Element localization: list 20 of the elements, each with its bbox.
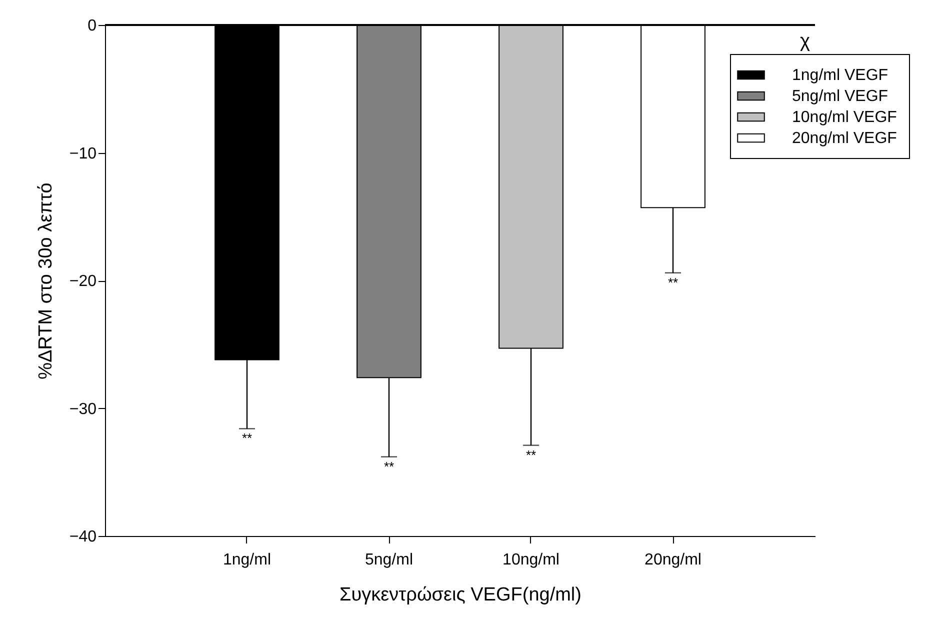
y-tick-label: −10: [69, 145, 97, 162]
x-tick-label: 5ng/ml: [364, 552, 414, 568]
annotation: **: [384, 458, 394, 474]
annotation: **: [526, 447, 536, 462]
legend-label: 20ng/ml VEGF: [792, 130, 898, 147]
x-tick-label: 20ng/ml: [644, 552, 702, 568]
legend-label: 10ng/ml VEGF: [792, 109, 898, 126]
annotation: χ: [800, 31, 810, 52]
x-tick-label: 10ng/ml: [502, 552, 560, 568]
legend-label: 1ng/ml VEGF: [792, 67, 888, 84]
y-tick-label: −30: [69, 400, 97, 418]
x-axis-title: Συγκεντρώσεις VEGF(ng/ml): [340, 584, 582, 606]
y-axis-title: %ΔRTM στο 30ο λεπτό: [35, 182, 56, 380]
legend-label: 5ng/ml VEGF: [792, 88, 888, 105]
annotation: **: [668, 274, 678, 290]
annotation: **: [242, 430, 252, 446]
y-tick-label: 0: [88, 18, 97, 34]
x-tick-label: 1ng/ml: [222, 552, 272, 568]
y-tick-label: −40: [69, 528, 97, 546]
y-tick-label: −20: [69, 273, 97, 290]
